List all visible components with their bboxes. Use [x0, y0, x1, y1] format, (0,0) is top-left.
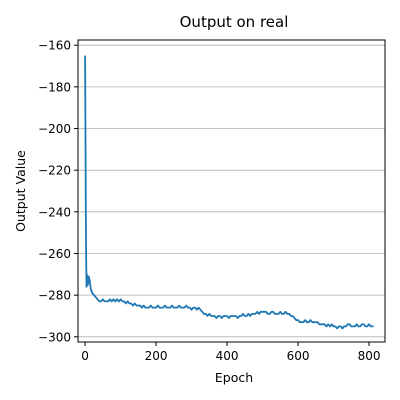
- x-axis-ticks: 0 200 400 600 800: [81, 342, 380, 363]
- x-tick-label: 400: [216, 349, 239, 363]
- series-line: [84, 55, 374, 330]
- x-tick-label: 0: [81, 349, 89, 363]
- y-tick-label: −180: [38, 80, 71, 94]
- x-tick-label: 200: [145, 349, 168, 363]
- x-tick-label: 800: [358, 349, 381, 363]
- y-axis-ticks: −300 −280 −260 −240 −220 −200 −180 −160: [38, 39, 78, 344]
- y-tick-label: −200: [38, 122, 71, 136]
- y-tick-label: −220: [38, 164, 71, 178]
- y-tick-label: −160: [38, 39, 71, 53]
- series-group: [84, 55, 374, 330]
- grid-lines: [78, 44, 385, 338]
- x-tick-label: 600: [287, 349, 310, 363]
- x-axis-label: Epoch: [215, 370, 253, 385]
- chart-title: Output on real: [180, 13, 289, 31]
- plot-frame: [77, 39, 386, 343]
- y-tick-label: −260: [38, 247, 71, 261]
- y-tick-label: −300: [38, 330, 71, 344]
- y-tick-label: −240: [38, 205, 71, 219]
- y-axis-label: Output Value: [13, 150, 28, 232]
- y-tick-label: −280: [38, 289, 71, 303]
